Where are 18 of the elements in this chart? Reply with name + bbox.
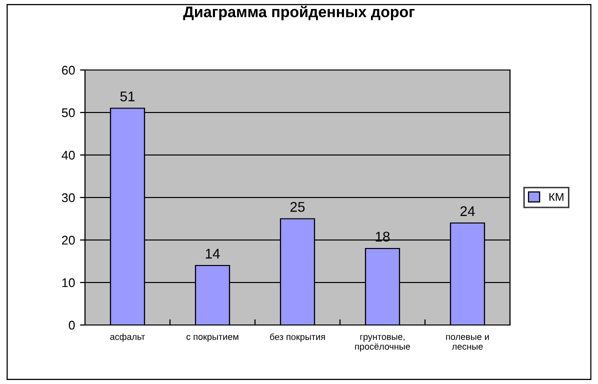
x-tick-label: полевые и лесные [446,335,489,350]
y-tick-label: 20 [62,236,75,245]
y-tick-label: 0 [68,320,75,330]
y-tick-label: 10 [62,278,75,288]
x-tick-label: грунтовые, просёлочные [355,335,410,352]
y-tick-label: 40 [62,150,75,160]
x-tick-label: асфальт [110,333,146,342]
x-tick-label: без покрытия [270,333,325,342]
y-tick-label: 50 [62,108,75,118]
x-tick-label: с покрытием [186,335,238,342]
data-label: 25 [290,202,305,212]
legend-label: КМ [549,193,564,201]
y-tick-label: 30 [62,193,75,202]
chart-title: Диаграмма пройденных дорог [183,6,415,20]
y-tick-label: 60 [62,66,75,75]
data-label: 14 [206,248,220,258]
data-label: 51 [120,92,135,102]
data-label: 24 [460,206,475,216]
